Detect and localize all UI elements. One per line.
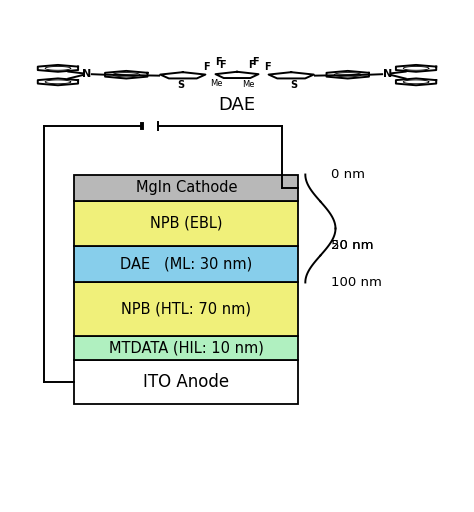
Text: DAE: DAE <box>219 96 255 114</box>
Text: NPB (EBL): NPB (EBL) <box>150 216 223 231</box>
Text: N: N <box>82 69 91 79</box>
Bar <box>74 283 298 336</box>
Text: 0 nm: 0 nm <box>331 168 365 181</box>
Text: Me: Me <box>210 79 223 88</box>
Text: 50 nm: 50 nm <box>331 239 374 252</box>
Text: F: F <box>215 57 221 68</box>
Text: F: F <box>203 62 210 72</box>
Text: Me: Me <box>242 80 254 89</box>
Text: MTDATA (HIL: 10 nm): MTDATA (HIL: 10 nm) <box>109 340 264 356</box>
Text: N: N <box>383 69 392 79</box>
Bar <box>74 175 298 201</box>
Text: F: F <box>219 60 226 70</box>
Bar <box>74 336 298 360</box>
Text: F: F <box>248 60 255 70</box>
Text: 20 nm: 20 nm <box>331 239 374 252</box>
Bar <box>74 201 298 246</box>
Text: 100 nm: 100 nm <box>331 276 382 289</box>
Text: S: S <box>177 79 184 90</box>
Text: F: F <box>253 57 259 68</box>
Bar <box>74 360 298 403</box>
Bar <box>74 246 298 283</box>
Text: NPB (HTL: 70 nm): NPB (HTL: 70 nm) <box>121 302 251 317</box>
Text: DAE   (ML: 30 nm): DAE (ML: 30 nm) <box>120 257 253 272</box>
Text: F: F <box>264 62 271 72</box>
Text: S: S <box>290 79 297 90</box>
Text: ITO Anode: ITO Anode <box>143 373 229 391</box>
Text: MgIn Cathode: MgIn Cathode <box>136 180 237 195</box>
